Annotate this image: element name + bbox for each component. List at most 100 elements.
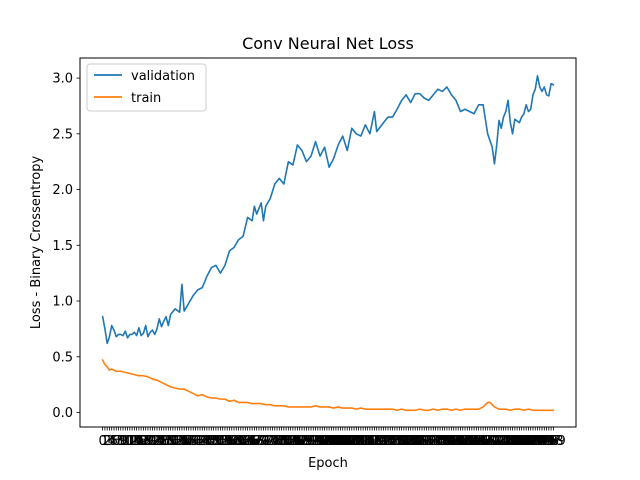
x-tick-label: 44 (194, 434, 211, 449)
x-tick-label: 62 (235, 434, 252, 449)
x-tick-label: 102 (321, 434, 346, 449)
x-tick-label: 150 (430, 434, 455, 449)
x-tick-label: 10 (117, 434, 134, 449)
axes-frame (79, 57, 577, 428)
x-tick-label: 32 (167, 434, 184, 449)
x-tick-label: 33 (169, 434, 186, 449)
x-tick-label: 190 (521, 434, 546, 449)
x-tick-label: 176 (489, 434, 514, 449)
y-axis-title: Loss - Binary Crossentropy (29, 156, 44, 330)
x-tick-label: 53 (214, 434, 231, 449)
x-tick-label: 136 (398, 434, 423, 449)
x-tick-label: 184 (507, 434, 532, 449)
x-tick-label: 112 (344, 434, 369, 449)
x-tick-label: 96 (312, 434, 329, 449)
y-ticks: 0.0 0.5 1.0 1.5 2.0 2.5 3.0 (52, 72, 80, 421)
x-tick-label: 127 (378, 434, 403, 449)
x-tick-label: 131 (387, 434, 412, 449)
x-tick-label: 197 (536, 434, 561, 449)
x-tick-label: 171 (478, 434, 503, 449)
x-tick-label: 83 (282, 434, 299, 449)
x-tick-label: 58 (226, 434, 243, 449)
x-tick-label: 90 (298, 434, 315, 449)
x-tick-label: 7 (114, 434, 122, 449)
x-tick-label: 174 (484, 434, 509, 449)
chart-title: Conv Neural Net Loss (242, 34, 414, 53)
x-tick-label: 0 (99, 434, 107, 449)
series-line-train (101, 359, 555, 412)
y-tick-label: 1.5 (52, 239, 73, 254)
x-tick-label: 142 (412, 434, 437, 449)
x-tick-label: 17 (133, 434, 150, 449)
x-tick-label: 165 (464, 434, 489, 449)
x-tick-label: 80 (276, 434, 293, 449)
x-tick-label: 76 (267, 434, 284, 449)
x-tick-label: 37 (178, 434, 195, 449)
x-tick-label: 101 (319, 434, 344, 449)
x-tick-label: 38 (180, 434, 197, 449)
x-tick-label: 170 (475, 434, 500, 449)
x-tick-label: 122 (367, 434, 392, 449)
x-tick-label: 40 (185, 434, 202, 449)
x-tick-label: 61 (233, 434, 250, 449)
y-tick-label: 3.0 (52, 72, 73, 87)
x-tick-label: 20 (140, 434, 157, 449)
x-tick-label: 138 (403, 434, 428, 449)
x-tick-label: 22 (144, 434, 161, 449)
x-tick-label: 180 (498, 434, 523, 449)
x-tick-label: 73 (260, 434, 277, 449)
x-tick-label: 34 (171, 434, 188, 449)
x-tick-label: 115 (351, 434, 376, 449)
x-tick-label: 59 (228, 434, 245, 449)
x-tick-label: 148 (425, 434, 450, 449)
x-tick-label: 97 (314, 434, 331, 449)
x-tick-label: 124 (371, 434, 396, 449)
x-tick-label: 65 (242, 434, 259, 449)
x-tick-label: 133 (391, 434, 416, 449)
x-tick-label: 26 (153, 434, 170, 449)
x-tick-label: 2 (103, 434, 111, 449)
x-tick-label: 84 (285, 434, 302, 449)
x-tick-label: 146 (421, 434, 446, 449)
x-tick-label: 198 (539, 434, 564, 449)
x-tick-label: 42 (189, 434, 206, 449)
x-tick-label: 188 (516, 434, 541, 449)
series-line-validation (101, 75, 555, 345)
x-tick-label: 103 (324, 434, 349, 449)
x-tick-label: 194 (530, 434, 555, 449)
x-ticks: 0123456789101112131415161718192021222324… (99, 427, 566, 449)
x-tick-label: 109 (337, 434, 362, 449)
x-tick-label: 9 (119, 434, 127, 449)
x-tick-label: 75 (264, 434, 281, 449)
x-tick-label: 157 (446, 434, 471, 449)
x-tick-label: 187 (514, 434, 539, 449)
x-tick-label: 67 (246, 434, 263, 449)
x-tick-label: 152 (434, 434, 459, 449)
y-tick-label: 2.0 (52, 183, 73, 198)
x-tick-label: 68 (248, 434, 265, 449)
x-tick-label: 82 (280, 434, 297, 449)
x-tick-label: 110 (339, 434, 364, 449)
x-tick-label: 113 (346, 434, 371, 449)
x-tick-label: 173 (482, 434, 507, 449)
x-tick-label: 47 (201, 434, 218, 449)
x-tick-label: 79 (273, 434, 290, 449)
x-tick-label: 186 (511, 434, 536, 449)
x-tick-label: 111 (342, 434, 367, 449)
x-tick-label: 119 (360, 434, 385, 449)
x-tick-label: 191 (523, 434, 548, 449)
x-tick-label: 121 (364, 434, 389, 449)
x-tick-label: 55 (219, 434, 236, 449)
x-tick-label: 108 (335, 434, 360, 449)
x-tick-label: 172 (480, 434, 505, 449)
x-tick-label: 4 (108, 434, 116, 449)
legend-label-train: train (131, 91, 161, 106)
x-tick-label: 169 (473, 434, 498, 449)
x-tick-label: 14 (126, 434, 143, 449)
x-tick-label: 51 (210, 434, 227, 449)
x-tick-label: 149 (428, 434, 453, 449)
x-tick-label: 85 (287, 434, 304, 449)
x-tick-label: 19 (137, 434, 154, 449)
x-tick-label: 164 (462, 434, 487, 449)
